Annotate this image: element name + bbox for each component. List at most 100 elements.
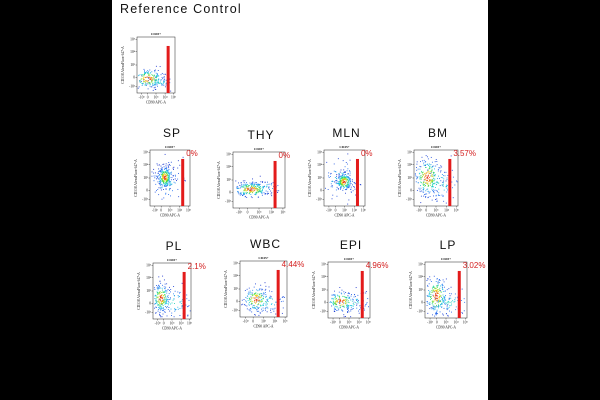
data-point xyxy=(267,300,268,302)
data-point xyxy=(271,192,273,194)
data-point xyxy=(264,289,266,291)
data-point xyxy=(432,304,434,306)
data-point xyxy=(143,81,145,83)
data-point xyxy=(186,298,188,300)
data-point xyxy=(154,80,156,82)
data-point xyxy=(248,309,250,311)
data-point xyxy=(342,310,344,312)
data-point xyxy=(165,302,166,304)
data-point xyxy=(432,165,434,167)
data-point xyxy=(162,81,164,83)
data-point xyxy=(154,69,156,71)
data-point xyxy=(166,180,168,182)
data-point xyxy=(432,179,433,181)
data-point xyxy=(434,297,436,299)
data-point xyxy=(433,291,435,293)
data-point xyxy=(141,83,143,84)
data-point xyxy=(252,307,254,309)
data-point xyxy=(343,293,345,295)
data-point xyxy=(161,170,163,172)
data-point xyxy=(334,290,336,292)
data-point xyxy=(351,305,353,306)
data-point xyxy=(429,303,431,305)
data-point xyxy=(243,184,245,186)
data-point xyxy=(156,83,158,85)
data-point xyxy=(258,184,260,186)
data-point xyxy=(440,170,442,172)
data-point xyxy=(426,175,428,177)
data-point xyxy=(167,303,169,304)
data-point xyxy=(422,184,424,186)
data-point xyxy=(338,174,340,176)
data-point xyxy=(157,286,159,288)
data-point xyxy=(161,76,163,78)
data-point xyxy=(442,314,444,316)
data-point xyxy=(457,299,459,301)
data-point xyxy=(162,309,163,311)
data-point xyxy=(331,305,333,307)
data-point xyxy=(158,298,160,300)
data-point xyxy=(242,180,244,182)
data-point xyxy=(427,175,429,177)
data-point xyxy=(436,285,438,287)
data-point xyxy=(154,303,156,305)
data-point xyxy=(174,307,176,309)
x-tick-label: 10³ xyxy=(444,321,450,325)
data-point xyxy=(263,304,264,306)
data-point xyxy=(253,297,255,299)
data-point xyxy=(258,196,260,198)
y-tick-label: 10⁵ xyxy=(418,262,424,266)
data-point xyxy=(181,282,183,284)
data-point xyxy=(326,161,328,163)
data-point xyxy=(146,71,148,73)
data-point xyxy=(243,194,244,196)
data-point xyxy=(167,299,169,301)
data-point xyxy=(163,81,165,83)
data-point xyxy=(249,298,251,300)
data-point xyxy=(427,178,429,180)
data-point xyxy=(343,187,345,189)
data-point xyxy=(356,307,358,309)
data-point xyxy=(162,180,164,181)
data-point xyxy=(269,290,270,292)
data-point xyxy=(186,294,188,296)
data-point xyxy=(327,189,329,190)
data-point xyxy=(432,177,434,179)
data-point xyxy=(348,183,350,185)
data-point xyxy=(152,89,154,91)
data-point xyxy=(255,292,256,294)
data-point xyxy=(170,289,172,290)
density-points xyxy=(426,275,466,317)
data-point xyxy=(177,178,179,180)
data-point xyxy=(174,309,176,310)
data-point xyxy=(166,182,168,184)
data-point xyxy=(258,293,260,295)
data-point xyxy=(164,176,165,178)
data-point xyxy=(143,78,145,80)
data-point xyxy=(330,186,332,188)
data-point xyxy=(153,75,155,77)
data-point xyxy=(257,188,258,189)
data-point xyxy=(149,77,151,79)
data-point xyxy=(188,305,190,307)
data-point xyxy=(350,305,352,306)
data-point xyxy=(273,308,275,310)
data-point xyxy=(426,305,428,306)
data-point xyxy=(427,284,429,286)
data-point xyxy=(163,299,165,301)
data-point xyxy=(339,297,340,299)
data-point xyxy=(448,306,450,308)
data-point xyxy=(162,302,164,304)
data-point xyxy=(440,296,442,298)
data-point xyxy=(154,84,155,85)
data-point xyxy=(254,305,256,307)
data-point xyxy=(160,307,162,309)
data-point xyxy=(420,187,422,189)
data-point xyxy=(251,294,253,296)
y-tick-label: 0 xyxy=(146,189,148,193)
data-point xyxy=(446,184,448,186)
data-point xyxy=(281,296,283,298)
data-point xyxy=(254,187,256,189)
data-point xyxy=(336,301,338,303)
data-point xyxy=(255,283,256,285)
